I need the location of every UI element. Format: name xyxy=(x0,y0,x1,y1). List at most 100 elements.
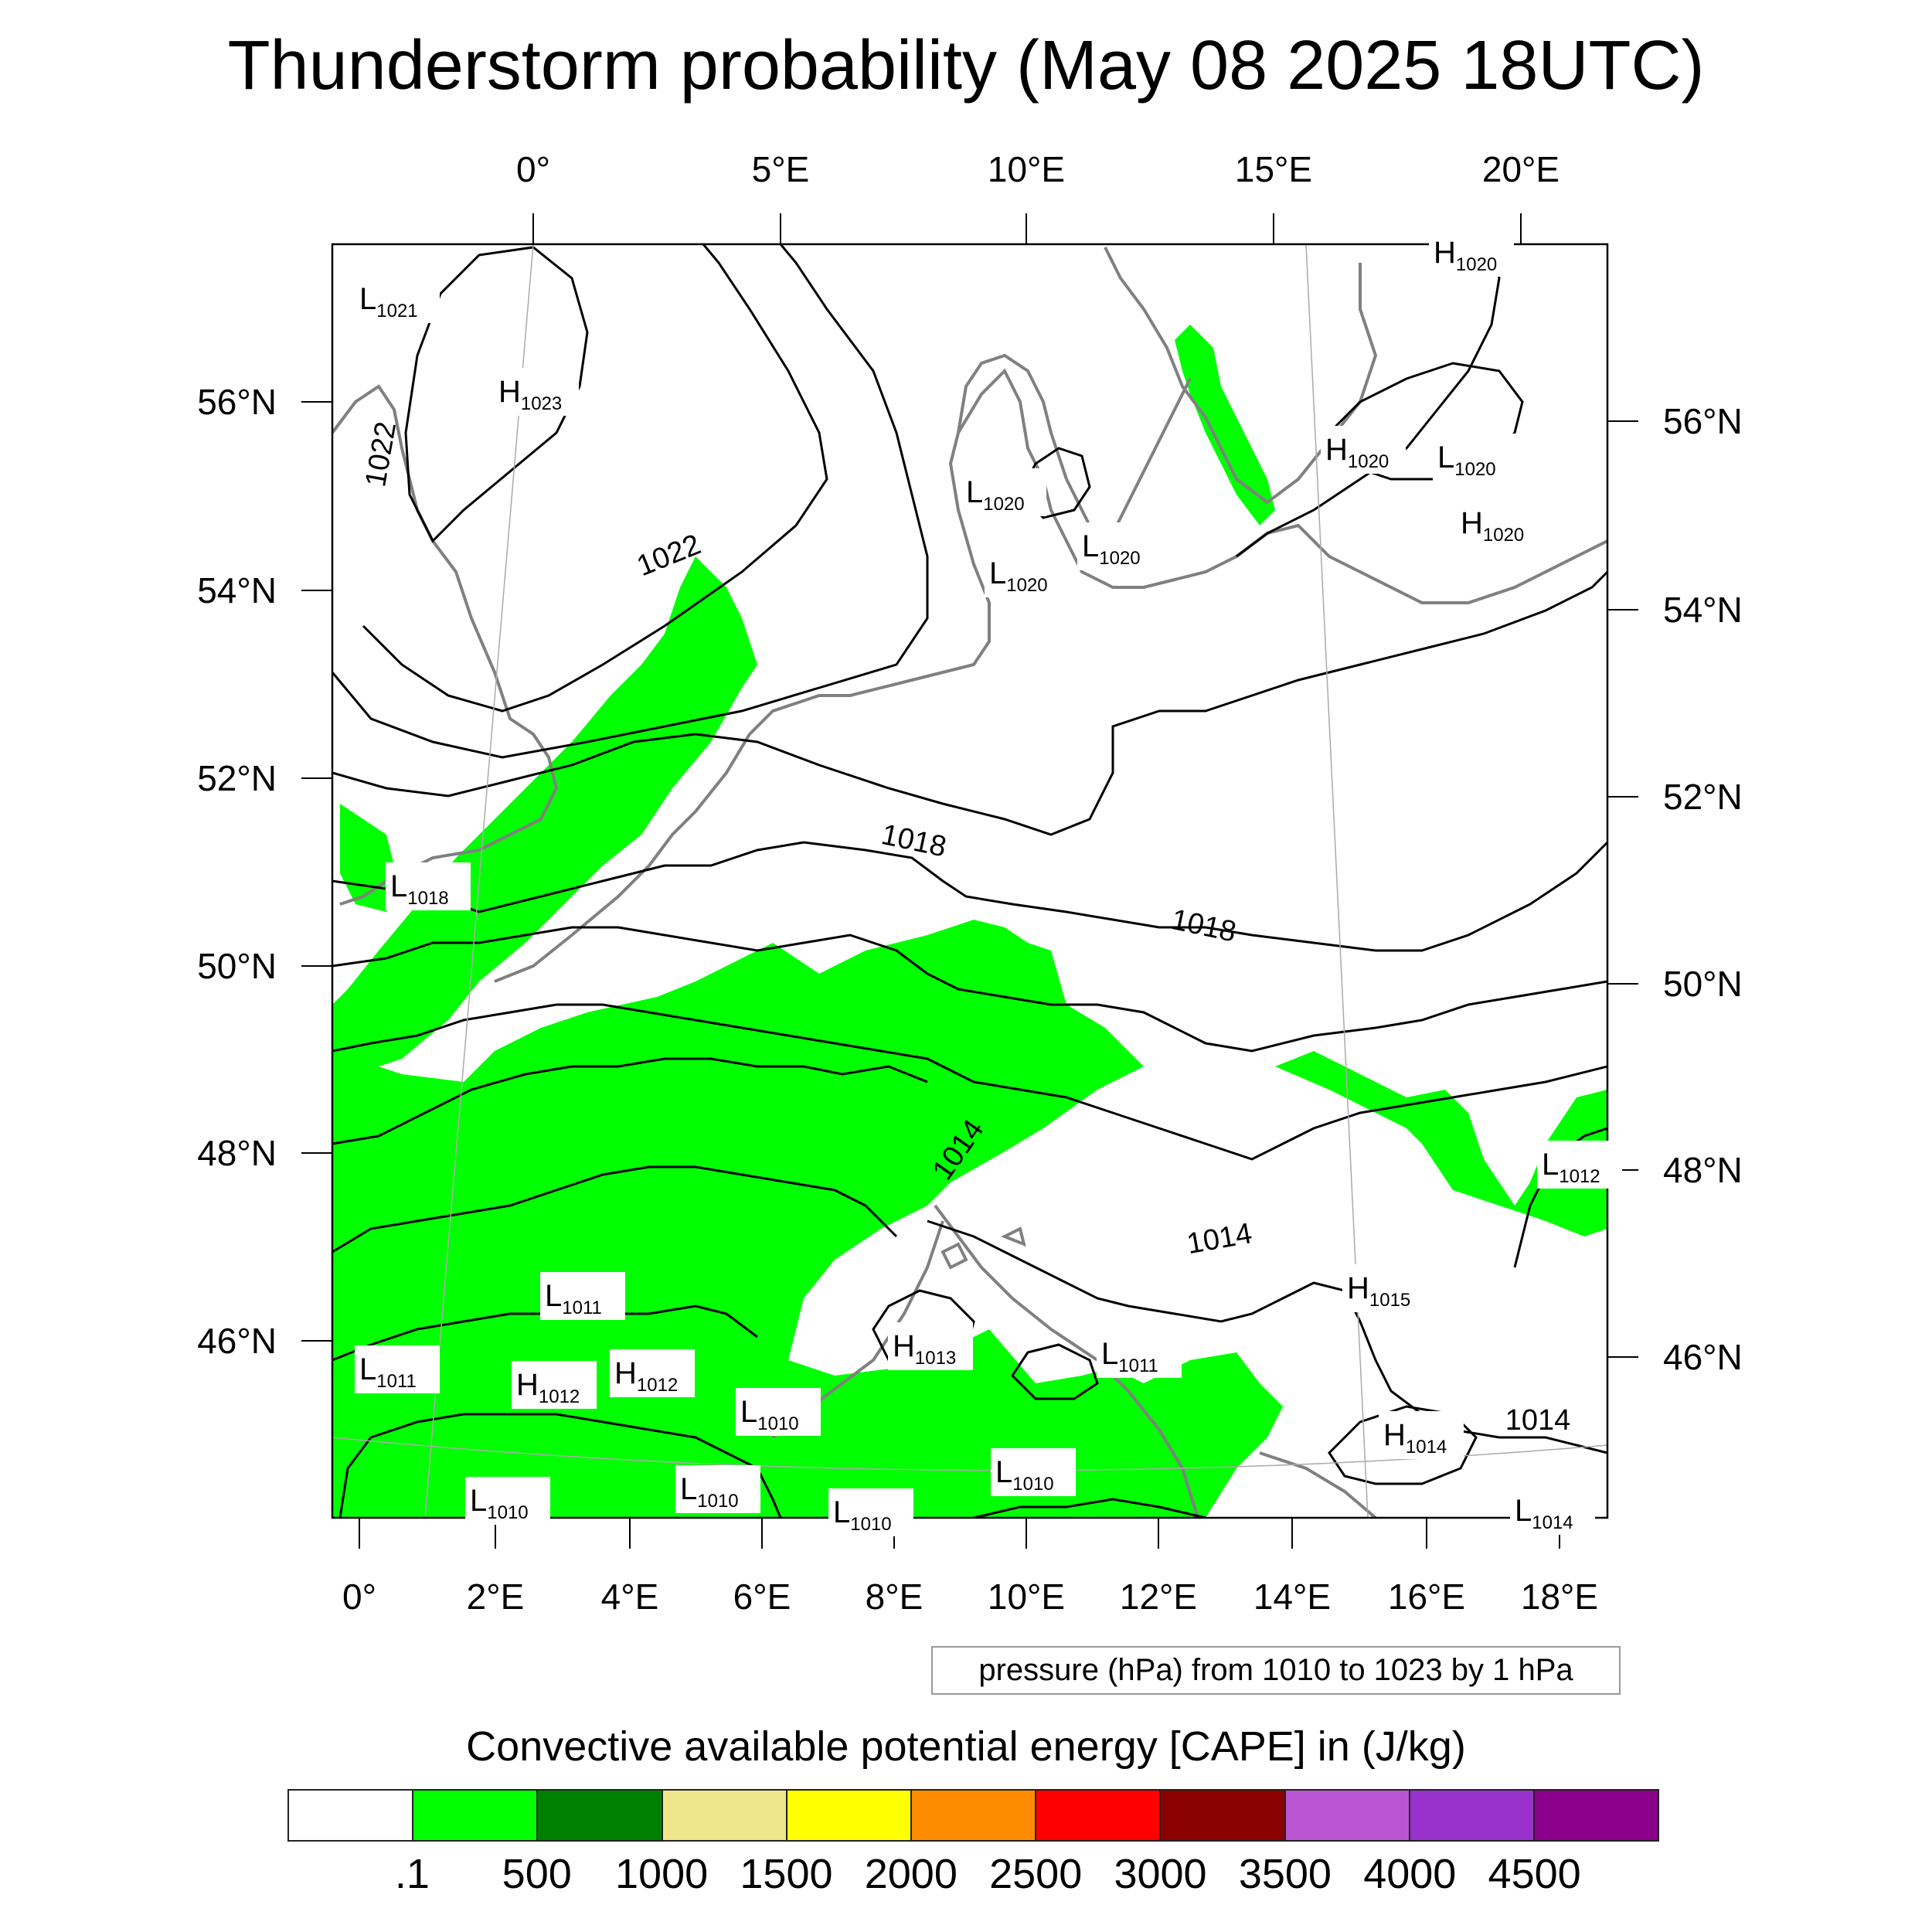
pressure-center-high: H1023 xyxy=(494,368,579,416)
isobar-1018 xyxy=(332,841,1607,952)
bottom-lon-labels: 0° 2°E 4°E 6°E 8°E 10°E 12°E 14°E 16°E 1… xyxy=(342,1577,1598,1617)
isobar-1021-north xyxy=(1236,244,1501,558)
left-lat-label: 50°N xyxy=(197,946,277,986)
isobar-1012-b xyxy=(973,1498,1206,1518)
isobar-label: 1018 xyxy=(879,818,949,864)
colorbar-label: 2000 xyxy=(864,1851,957,1897)
top-lon-label: 15°E xyxy=(1235,149,1312,189)
bottom-lon-label: 14°E xyxy=(1253,1577,1331,1617)
colorbar-swatch xyxy=(662,1791,787,1840)
left-lat-label: 48°N xyxy=(197,1133,277,1173)
right-lat-label: 50°N xyxy=(1663,964,1743,1004)
right-lat-label: 56°N xyxy=(1663,401,1743,441)
colorbar-swatch xyxy=(1161,1791,1286,1840)
pressure-center-low: L1020 xyxy=(1077,522,1162,570)
bottom-lon-label: 2°E xyxy=(467,1577,525,1617)
colorbar-swatch xyxy=(289,1791,414,1840)
right-lat-labels: 56°N 54°N 52°N 50°N 48°N 46°N xyxy=(1663,401,1743,1377)
top-lon-labels: 0° 5°E 10°E 15°E 20°E xyxy=(516,149,1560,189)
map-frame xyxy=(331,243,1609,1519)
pressure-center-low: L1018 xyxy=(386,862,471,910)
coastlines xyxy=(332,247,1607,1518)
coastline-denmark xyxy=(957,353,1192,543)
colorbar-label: 3500 xyxy=(1238,1851,1332,1897)
pressure-center-label: H1014 xyxy=(1383,1418,1447,1458)
pressure-center-label: H1020 xyxy=(1434,236,1497,275)
bottom-lon-label: 18°E xyxy=(1521,1577,1598,1617)
colorbar-swatch xyxy=(1410,1791,1535,1840)
pressure-center-low: L1010 xyxy=(675,1465,760,1513)
top-lon-label: 10°E xyxy=(988,149,1065,189)
pressure-center-low: L1010 xyxy=(991,1448,1076,1496)
colorbar-label: 3000 xyxy=(1114,1851,1207,1897)
top-lon-label: 20°E xyxy=(1482,149,1560,189)
pressure-center-label: H1012 xyxy=(516,1368,580,1407)
pressure-center-low: L1011 xyxy=(540,1272,625,1320)
pressure-center-label: L1020 xyxy=(966,475,1025,515)
bottom-lon-label: 16°E xyxy=(1388,1577,1465,1617)
cape-area-northwest-band xyxy=(332,556,757,1097)
right-lat-label: 46°N xyxy=(1663,1337,1743,1377)
coastline-adriatic-east xyxy=(1259,1451,1377,1518)
pressure-center-high: H1020 xyxy=(1429,229,1514,277)
pressure-center-high: H1020 xyxy=(1321,426,1406,474)
pressure-center-low: L1011 xyxy=(1097,1330,1182,1378)
colorbar-label: 4000 xyxy=(1363,1851,1457,1897)
pressure-center-label: H1013 xyxy=(893,1329,956,1369)
isobar-highs-north xyxy=(1328,362,1524,481)
pressure-center-label: L1012 xyxy=(1542,1148,1600,1187)
pressure-center-high: H1015 xyxy=(1342,1264,1427,1312)
cape-area-denmark xyxy=(1175,325,1275,526)
isobar-label: 1014 xyxy=(1185,1217,1255,1260)
colorbar-title: Convective available potential energy [C… xyxy=(466,1723,1466,1770)
pressure-center-low: L1010 xyxy=(828,1488,913,1536)
top-lon-label: 0° xyxy=(516,149,550,189)
pressure-center-label: H1020 xyxy=(1325,433,1389,472)
pressure-center-label: L1020 xyxy=(1082,529,1141,569)
pressure-center-high: H1012 xyxy=(610,1349,695,1397)
pressure-center-high: H1013 xyxy=(888,1322,973,1370)
pressure-center-low: L1021 xyxy=(355,275,440,323)
isobar-1020 xyxy=(332,570,1607,836)
colorbar xyxy=(287,1789,1659,1842)
pressure-center-label: L1010 xyxy=(833,1495,892,1535)
pressure-center-label: L1018 xyxy=(390,869,449,909)
pressure-center-low: L1011 xyxy=(355,1345,440,1393)
pressure-center-low: L1020 xyxy=(961,468,1046,516)
pressure-center-low: L1012 xyxy=(1537,1141,1622,1189)
pressure-center-label: L1010 xyxy=(995,1455,1054,1495)
left-lat-label: 56°N xyxy=(197,382,277,422)
isobar-1022-north xyxy=(362,244,828,713)
pressure-center-label: L1010 xyxy=(740,1395,799,1434)
colorbar-label: 2500 xyxy=(989,1851,1083,1897)
pressure-center-label: H1023 xyxy=(498,375,562,414)
pressure-center-label: L1011 xyxy=(1101,1337,1158,1376)
pressure-center-label: L1014 xyxy=(1515,1494,1573,1533)
contour-info-box: pressure (hPa) from 1010 to 1023 by 1 hP… xyxy=(931,1646,1621,1695)
pressure-center-label: L1020 xyxy=(989,556,1048,596)
right-lat-label: 54°N xyxy=(1663,590,1743,630)
pressure-center-label: L1011 xyxy=(545,1279,602,1318)
isobar-1022-outer xyxy=(332,244,929,759)
bottom-lon-label: 12°E xyxy=(1120,1577,1197,1617)
left-lat-label: 52°N xyxy=(197,758,277,798)
colorbar-swatch xyxy=(1534,1791,1658,1840)
isobar-1016 xyxy=(332,1003,1607,1161)
isobar-label: 1014 xyxy=(1505,1404,1571,1437)
isobar-1014-east xyxy=(927,1219,1607,1454)
pressure-center-label: L1010 xyxy=(680,1472,739,1512)
isobar-high-1023 xyxy=(404,246,589,543)
pressure-centers: L1021 H1023 H1020 H1020 L1020 H1020 L1020 L1020… xyxy=(355,229,1622,1536)
pressure-center-low: L1014 xyxy=(1510,1487,1595,1535)
colorbar-label: 1500 xyxy=(740,1851,833,1897)
cape-area-east xyxy=(1275,1051,1607,1236)
pressure-center-label: L1021 xyxy=(359,282,418,321)
left-lat-label: 54°N xyxy=(197,570,277,611)
pressure-center-label: H1012 xyxy=(614,1356,678,1396)
coastline-continent xyxy=(494,368,1607,983)
bottom-lon-label: 6°E xyxy=(733,1577,791,1617)
pressure-center-low: L1020 xyxy=(985,549,1070,597)
isobar-1020-ring xyxy=(1019,447,1091,519)
left-lat-labels: 56°N 54°N 52°N 50°N 48°N 46°N xyxy=(197,382,277,1361)
